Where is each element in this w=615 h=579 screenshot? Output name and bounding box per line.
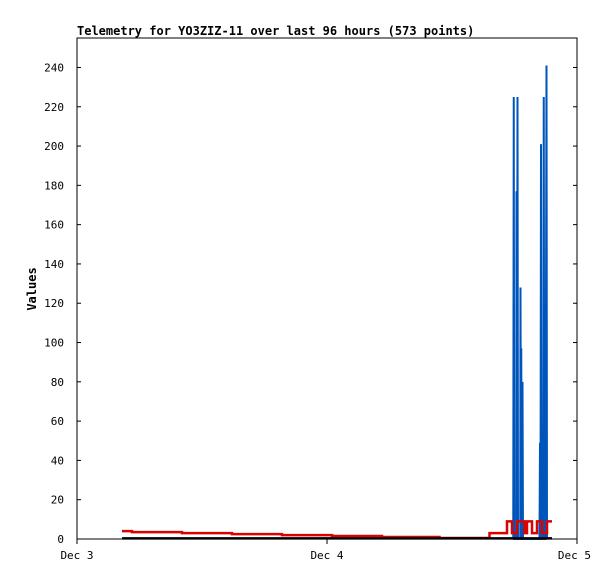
y-tick-label: 20: [51, 494, 64, 507]
series-line-1: [512, 65, 548, 540]
y-tick-label: 240: [44, 61, 64, 74]
y-tick-label: 200: [44, 140, 64, 153]
plot-frame: [76, 37, 578, 540]
x-tick-label: Dec 3: [60, 549, 93, 562]
series-line-2: [122, 520, 552, 540]
chart-title: Telemetry for YO3ZIZ-11 over last 96 hou…: [77, 24, 474, 38]
x-tick-label: Dec 5: [558, 549, 591, 562]
x-tick-label: Dec 4: [310, 549, 343, 562]
series-group: [122, 65, 552, 540]
y-tick-label: 220: [44, 101, 64, 114]
y-axis: 0 20 40 60 80 100 120 140 160 180 200 220 240: [44, 61, 577, 546]
y-tick-label: 40: [51, 454, 64, 467]
y-tick-label: 80: [51, 376, 64, 389]
y-tick-label: 0: [57, 533, 64, 546]
y-tick-label: 140: [44, 258, 64, 271]
y-tick-label: 160: [44, 219, 64, 232]
y-tick-label: 120: [44, 297, 64, 310]
y-tick-label: 60: [51, 415, 64, 428]
y-tick-label: 180: [44, 179, 64, 192]
y-tick-label: 100: [44, 337, 64, 350]
y-axis-label: Values: [25, 267, 39, 310]
x-axis: Dec 3 Dec 4 Dec 5: [60, 539, 591, 562]
